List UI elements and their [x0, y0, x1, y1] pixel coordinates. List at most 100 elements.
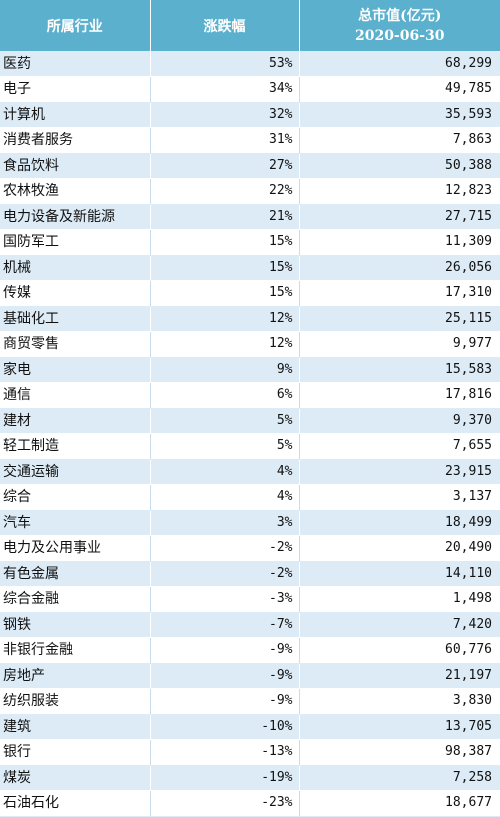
- industry-cell: 房地产: [0, 663, 150, 689]
- table-row: 钢铁-7%7,420: [0, 612, 500, 638]
- change-cell: 27%: [150, 153, 299, 179]
- header-market-cap-date: 2020-06-30: [300, 26, 500, 46]
- change-cell: 15%: [150, 281, 299, 307]
- change-cell: -9%: [150, 663, 299, 689]
- industry-cell: 建材: [0, 408, 150, 434]
- change-cell: 4%: [150, 485, 299, 511]
- industry-cell: 综合金融: [0, 587, 150, 613]
- change-cell: 32%: [150, 102, 299, 128]
- change-cell: 22%: [150, 179, 299, 205]
- market-cap-cell: 26,056: [299, 255, 500, 281]
- industry-cell: 汽车: [0, 510, 150, 536]
- change-cell: 21%: [150, 204, 299, 230]
- industry-cell: 国防军工: [0, 230, 150, 256]
- change-cell: -2%: [150, 561, 299, 587]
- market-cap-cell: 13,705: [299, 714, 500, 740]
- industry-cell: 家电: [0, 357, 150, 383]
- industry-cell: 非银行金融: [0, 638, 150, 664]
- table-row: 煤炭-19%7,258: [0, 765, 500, 791]
- industry-cell: 综合: [0, 485, 150, 511]
- market-cap-cell: 35,593: [299, 102, 500, 128]
- industry-cell: 基础化工: [0, 306, 150, 332]
- market-cap-cell: 18,499: [299, 510, 500, 536]
- change-cell: 5%: [150, 408, 299, 434]
- market-cap-cell: 14,110: [299, 561, 500, 587]
- market-cap-cell: 7,258: [299, 765, 500, 791]
- market-cap-cell: 7,655: [299, 434, 500, 460]
- industry-cell: 食品饮料: [0, 153, 150, 179]
- industry-cell: 建筑: [0, 714, 150, 740]
- market-cap-cell: 7,863: [299, 128, 500, 154]
- change-cell: 15%: [150, 230, 299, 256]
- change-cell: 9%: [150, 357, 299, 383]
- table-row: 房地产-9%21,197: [0, 663, 500, 689]
- change-cell: -9%: [150, 638, 299, 664]
- industry-cell: 商贸零售: [0, 332, 150, 358]
- industry-cell: 电子: [0, 77, 150, 103]
- change-cell: 5%: [150, 434, 299, 460]
- industry-cell: 有色金属: [0, 561, 150, 587]
- change-cell: 34%: [150, 77, 299, 103]
- change-cell: 4%: [150, 459, 299, 485]
- change-cell: -9%: [150, 689, 299, 715]
- market-cap-cell: 68,299: [299, 51, 500, 77]
- market-cap-cell: 60,776: [299, 638, 500, 664]
- header-industry: 所属行业: [0, 0, 150, 51]
- market-cap-cell: 3,137: [299, 485, 500, 511]
- change-cell: 6%: [150, 383, 299, 409]
- market-cap-cell: 21,197: [299, 663, 500, 689]
- market-cap-cell: 50,388: [299, 153, 500, 179]
- market-cap-cell: 49,785: [299, 77, 500, 103]
- header-market-cap: 总市值(亿元) 2020-06-30: [299, 0, 500, 51]
- market-cap-cell: 17,310: [299, 281, 500, 307]
- change-cell: -7%: [150, 612, 299, 638]
- market-cap-cell: 18,677: [299, 791, 500, 817]
- industry-cell: 石油石化: [0, 791, 150, 817]
- industry-cell: 机械: [0, 255, 150, 281]
- change-cell: -3%: [150, 587, 299, 613]
- market-cap-cell: 98,387: [299, 740, 500, 766]
- industry-cell: 银行: [0, 740, 150, 766]
- change-cell: 15%: [150, 255, 299, 281]
- table-header: 所属行业 涨跌幅 总市值(亿元) 2020-06-30: [0, 0, 500, 51]
- industry-cell: 医药: [0, 51, 150, 77]
- market-cap-cell: 11,309: [299, 230, 500, 256]
- table-row: 纺织服装-9%3,830: [0, 689, 500, 715]
- market-cap-cell: 20,490: [299, 536, 500, 562]
- market-cap-cell: 7,420: [299, 612, 500, 638]
- industry-cell: 煤炭: [0, 765, 150, 791]
- industry-cell: 轻工制造: [0, 434, 150, 460]
- market-cap-cell: 17,816: [299, 383, 500, 409]
- market-cap-cell: 12,823: [299, 179, 500, 205]
- change-cell: -10%: [150, 714, 299, 740]
- change-cell: 3%: [150, 510, 299, 536]
- change-cell: 31%: [150, 128, 299, 154]
- table-row: 银行-13%98,387: [0, 740, 500, 766]
- industry-cell: 传媒: [0, 281, 150, 307]
- industry-cell: 电力及公用事业: [0, 536, 150, 562]
- table-row: 非银行金融-9%60,776: [0, 638, 500, 664]
- industry-cell: 纺织服装: [0, 689, 150, 715]
- header-change: 涨跌幅: [150, 0, 299, 51]
- industry-cell: 钢铁: [0, 612, 150, 638]
- industry-cell: 通信: [0, 383, 150, 409]
- change-cell: -13%: [150, 740, 299, 766]
